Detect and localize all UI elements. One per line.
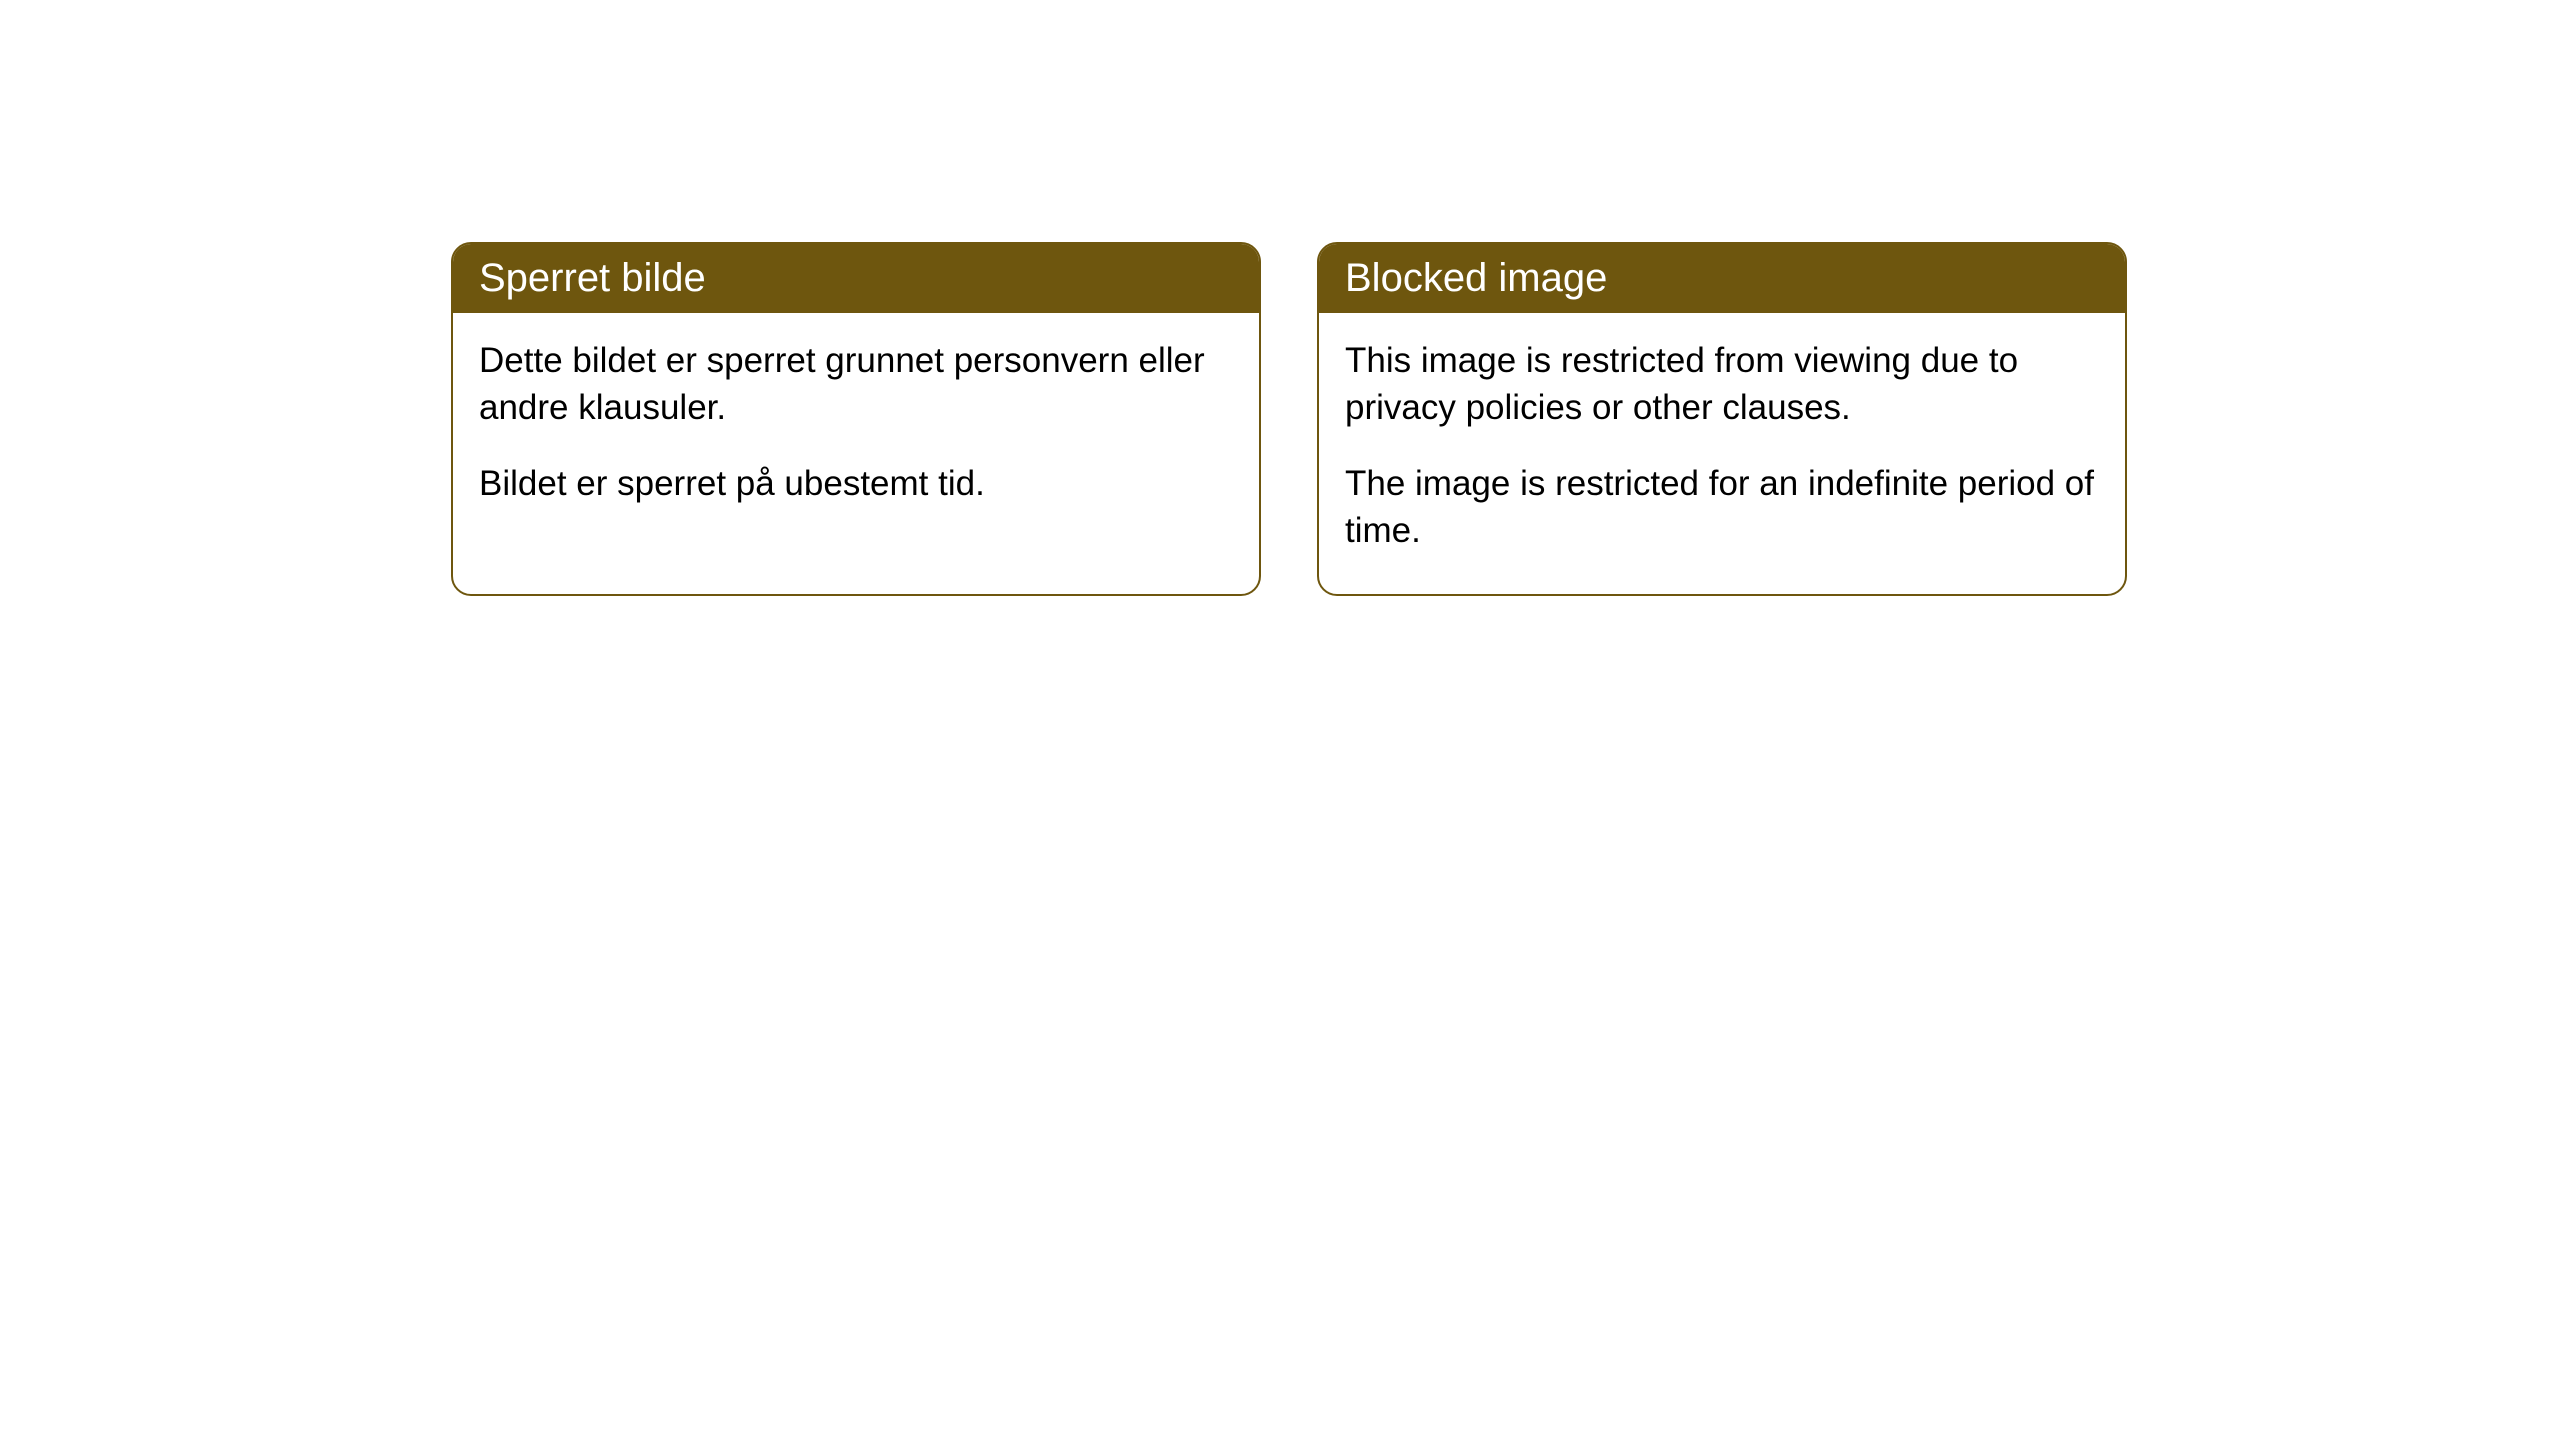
card-header-en: Blocked image <box>1319 244 2125 313</box>
card-paragraph-1-no: Dette bildet er sperret grunnet personve… <box>479 337 1233 432</box>
card-paragraph-2-en: The image is restricted for an indefinit… <box>1345 460 2099 555</box>
card-paragraph-1-en: This image is restricted from viewing du… <box>1345 337 2099 432</box>
card-title-no: Sperret bilde <box>479 256 706 300</box>
blocked-image-card-no: Sperret bilde Dette bildet er sperret gr… <box>451 242 1261 596</box>
notice-cards-container: Sperret bilde Dette bildet er sperret gr… <box>451 242 2127 596</box>
blocked-image-card-en: Blocked image This image is restricted f… <box>1317 242 2127 596</box>
card-paragraph-2-no: Bildet er sperret på ubestemt tid. <box>479 460 1233 507</box>
card-body-en: This image is restricted from viewing du… <box>1319 313 2125 594</box>
card-title-en: Blocked image <box>1345 256 1607 300</box>
card-body-no: Dette bildet er sperret grunnet personve… <box>453 313 1259 547</box>
card-header-no: Sperret bilde <box>453 244 1259 313</box>
